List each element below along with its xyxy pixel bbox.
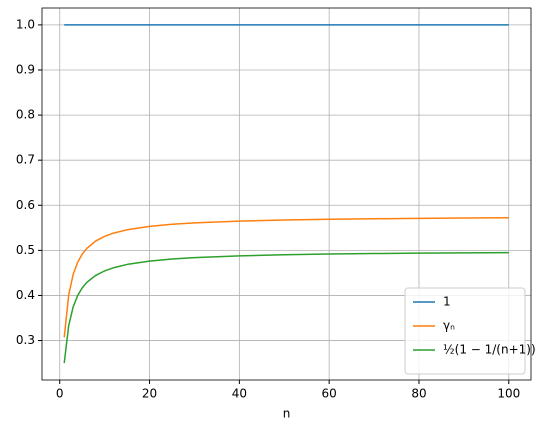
x-tick-label: 40 [232, 387, 247, 401]
x-axis-label: n [283, 407, 291, 421]
x-tick-label: 100 [497, 387, 520, 401]
y-tick-label: 0.4 [16, 288, 35, 302]
x-tick-label: 0 [56, 387, 64, 401]
y-tick-label: 0.9 [16, 63, 35, 77]
line-series [63, 251, 509, 364]
legend-label: ½(1 − 1/(n+1)) [443, 343, 536, 357]
y-tick-label: 0.3 [16, 333, 35, 347]
y-tick-label: 1.0 [16, 17, 35, 31]
x-tick-label: 20 [142, 387, 157, 401]
legend-box [404, 287, 526, 375]
x-tick-label: 60 [322, 387, 337, 401]
y-tick-label: 0.7 [16, 153, 35, 167]
legend-label: γₙ [443, 319, 455, 333]
plot-frame [41, 7, 532, 381]
line-series [63, 217, 509, 338]
y-tick-label: 0.5 [16, 243, 35, 257]
legend-label: 1 [443, 295, 451, 309]
y-tick-label: 0.8 [16, 108, 35, 122]
y-tick-label: 0.6 [16, 198, 35, 212]
x-tick-label: 80 [411, 387, 426, 401]
